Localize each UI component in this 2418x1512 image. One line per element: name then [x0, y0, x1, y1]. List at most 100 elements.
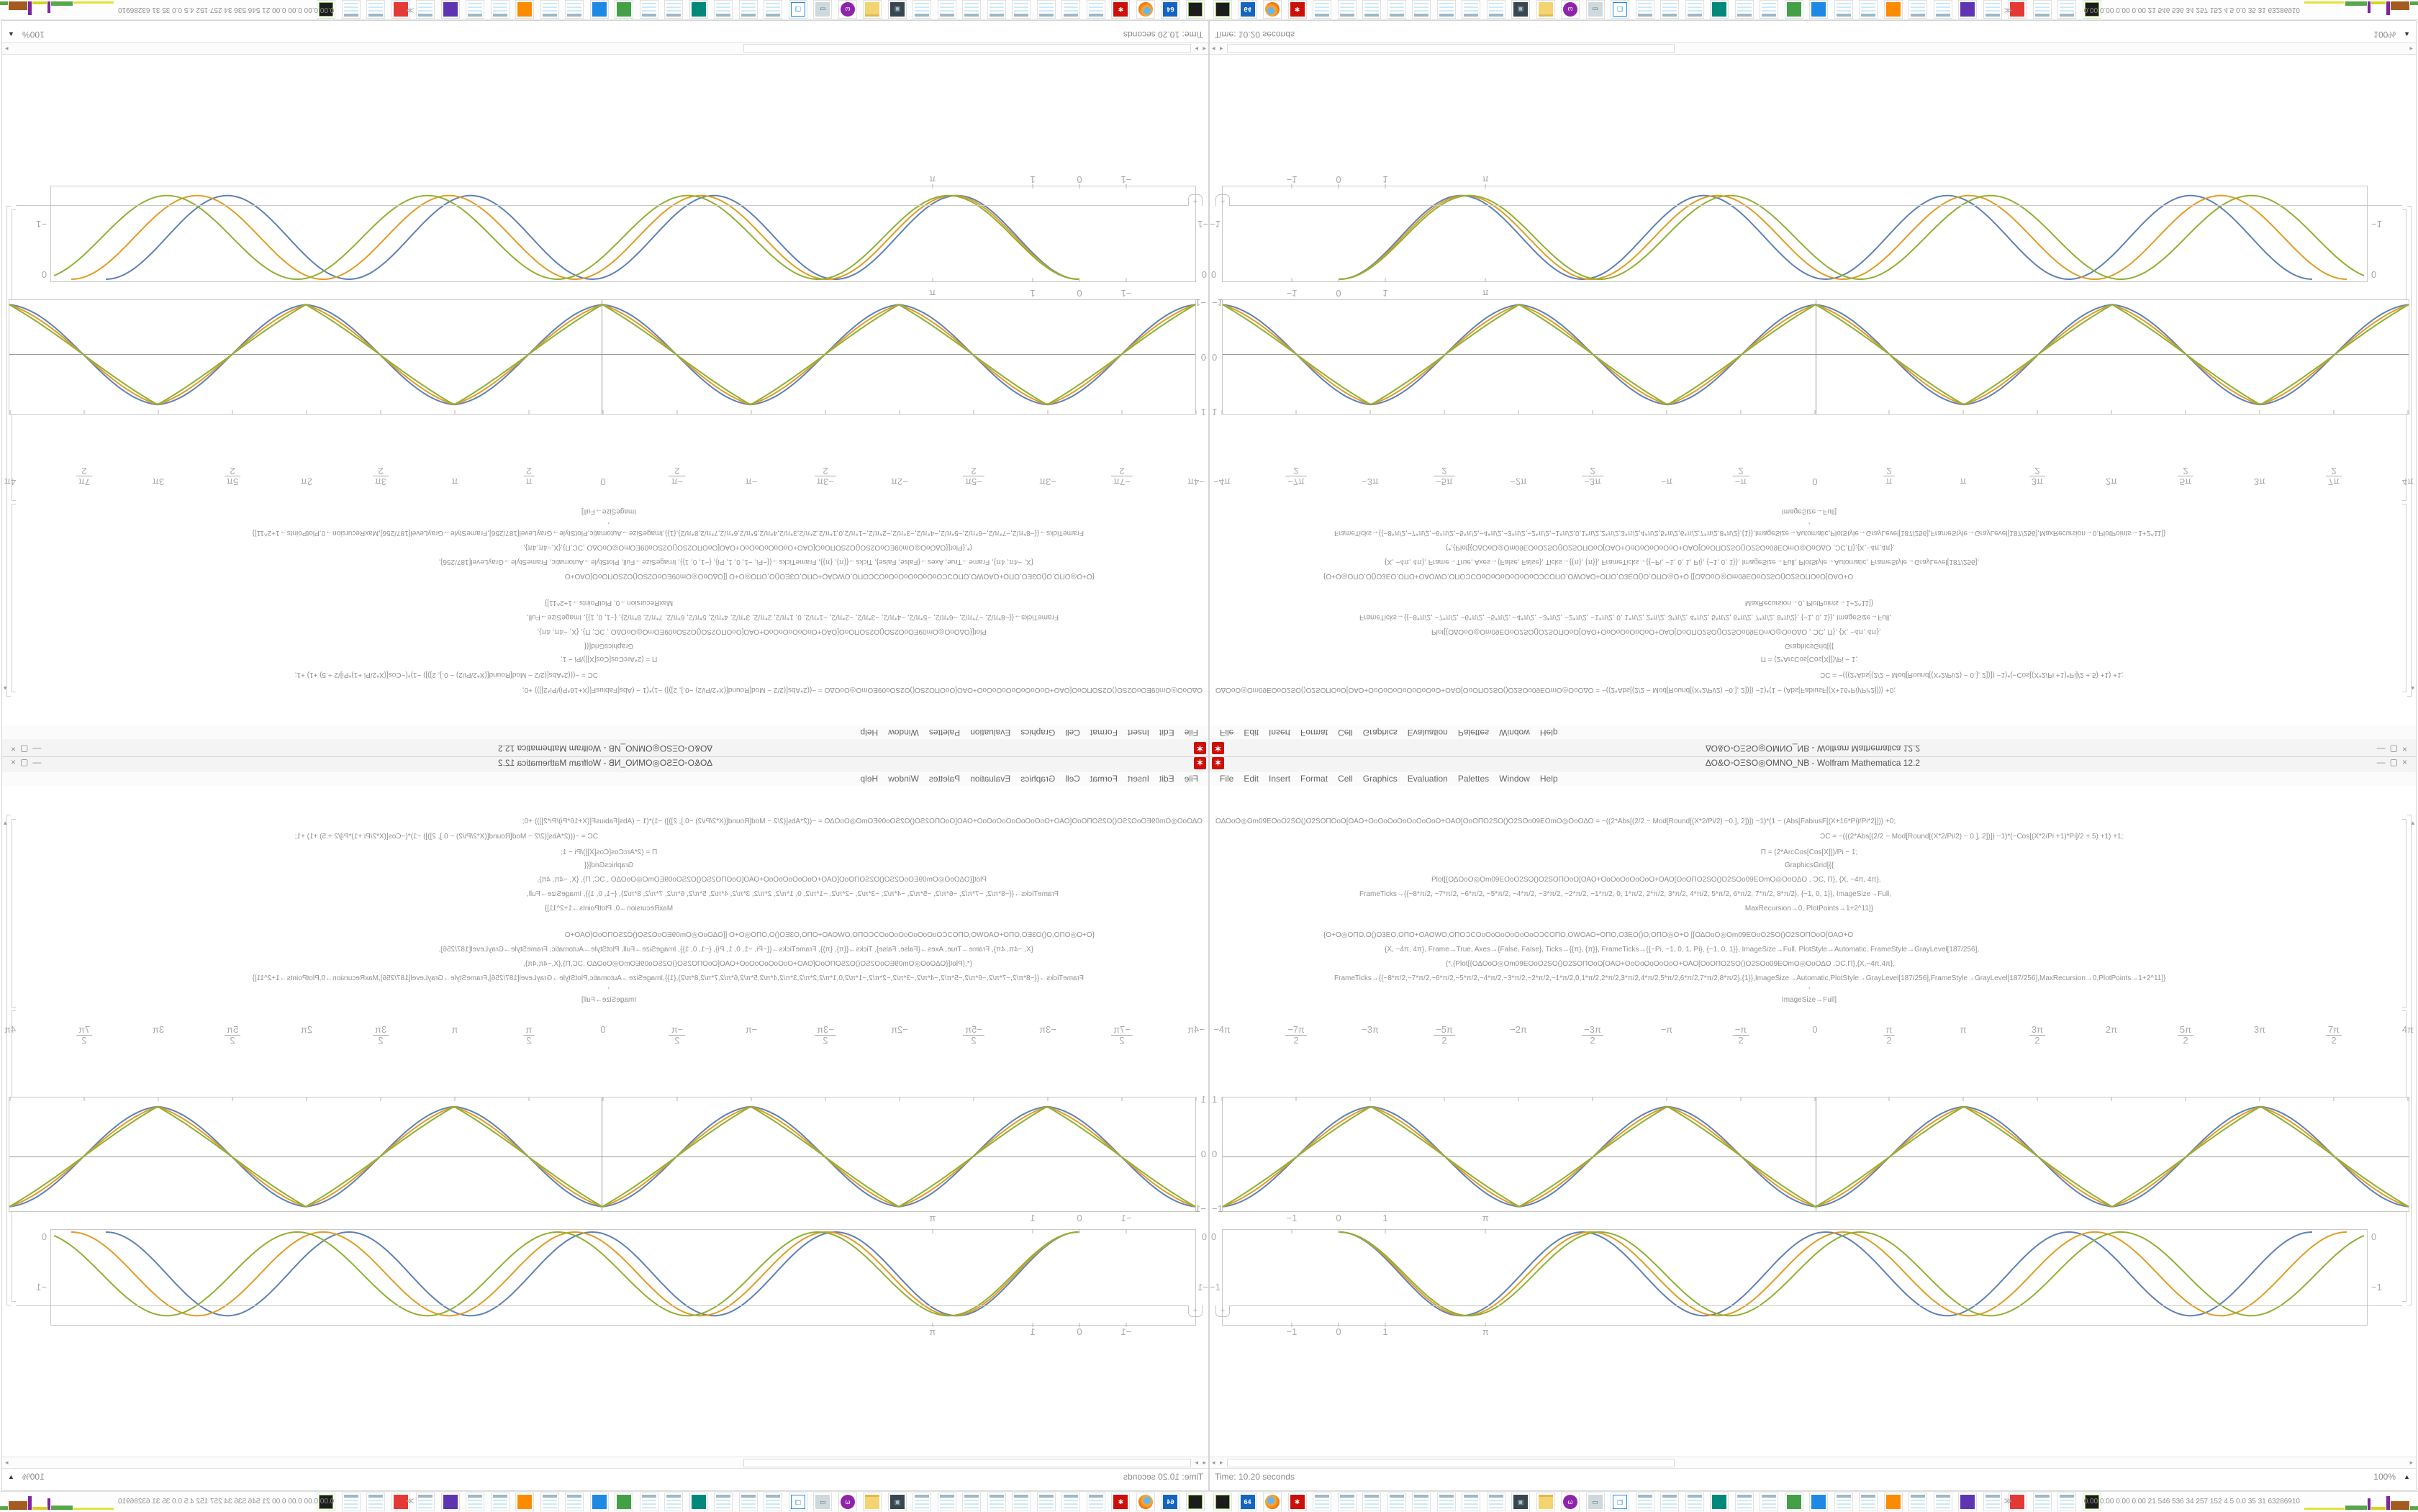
taskbar-button[interactable]	[2008, 1493, 2027, 1511]
taskbar-button[interactable]	[1313, 1493, 1331, 1511]
taskbar-button[interactable]	[664, 0, 684, 19]
taskbar-button[interactable]: ▭	[1585, 0, 1605, 19]
code-line[interactable]: FrameTicks→{{−8*π/2, −7*π/2, −6*π/2, −5*…	[526, 613, 1059, 621]
taskbar-button[interactable]	[1834, 1493, 1853, 1511]
taskbar-button[interactable]	[1933, 0, 1952, 19]
taskbar-button[interactable]: ▭	[1585, 1493, 1605, 1511]
code-line[interactable]: MaxRecursion→0, PlotPoints→1+2^11]}	[1744, 599, 1874, 607]
code-line[interactable]: Plot[{ΟΔΟοΟ◎Οm09ΕΟοΟ2ЅΟ()Ο2ЅΟΠΟοΟ[ΟΑΟ+Οο…	[1431, 628, 1881, 635]
taskbar-button[interactable]: ✱	[1111, 0, 1131, 19]
taskbar-button[interactable]	[938, 0, 956, 19]
menu-bar[interactable]: File Edit Insert Format Cell Graphics Evaluati…	[1210, 725, 2416, 739]
scroll-left-icon[interactable]: ◂	[1212, 1459, 1215, 1466]
taskbar-button[interactable]	[1486, 1493, 1505, 1511]
code-line[interactable]: FrameTicks→{{−8*π/2,−7*π/2,−6*π/2,−5*π/2…	[1334, 974, 2166, 982]
code-line[interactable]: GraphicsGrid[{{	[584, 642, 634, 650]
taskbar-button[interactable]	[342, 0, 361, 19]
insert-cell-plus-icon[interactable]: +	[1215, 1305, 1230, 1317]
cell-bracket[interactable]	[2407, 815, 2412, 1305]
insert-cell-line[interactable]: +	[1215, 1305, 2404, 1317]
horizontal-scrollbar[interactable]: ◂ ▸ ▸	[2, 42, 1208, 55]
taskbar-button[interactable]	[1387, 0, 1406, 19]
scroll-right-icon[interactable]: ▸	[1220, 45, 1223, 53]
window-controls[interactable]: —▢×	[2377, 744, 2412, 754]
menu-item-evaluation[interactable]: Evaluation	[970, 728, 1011, 738]
window-controls[interactable]: —▢×	[2377, 757, 2412, 767]
taskbar-button[interactable]	[1362, 0, 1381, 19]
tray-chevron-icon[interactable]: ≫	[2003, 6, 2012, 14]
taskbar-button[interactable]	[1263, 0, 1282, 19]
scroll-up-icon[interactable]: ▴	[2411, 819, 2414, 826]
taskbar-button[interactable]	[764, 0, 783, 19]
scroll-left-icon[interactable]: ◂	[1203, 45, 1206, 53]
menu-item-graphics[interactable]: Graphics	[1362, 728, 1398, 738]
taskbar-button[interactable]: ω	[1561, 0, 1580, 19]
menu-bar[interactable]: File Edit Insert Format Cell Graphics Evaluati…	[1210, 772, 2416, 786]
taskbar-button[interactable]	[714, 0, 733, 19]
insert-cell-plus-icon[interactable]: +	[1215, 194, 1230, 206]
scroll-right-icon[interactable]: ▸	[5, 45, 9, 53]
code-line[interactable]: Π = (2*ArcCos[Cos[X]])/Pi − 1;	[560, 655, 658, 663]
close-button[interactable]: ×	[2401, 757, 2412, 767]
menu-item-insert[interactable]: Insert	[1269, 728, 1291, 738]
taskbar-button[interactable]	[1958, 1493, 1977, 1511]
menu-item-edit[interactable]: Edit	[1244, 728, 1259, 738]
menu-item-help[interactable]: Help	[1539, 728, 1558, 738]
menu-item-palettes[interactable]: Palettes	[1457, 774, 1490, 784]
scroll-right-icon[interactable]: ▸	[2409, 1459, 2413, 1466]
menu-item-palettes[interactable]: Palettes	[1457, 728, 1490, 738]
minimize-button[interactable]: —	[28, 744, 42, 754]
scroll-left-icon[interactable]: ◂	[1212, 45, 1215, 53]
taskbar-button[interactable]	[987, 0, 1006, 19]
menu-item-format[interactable]: Format	[1300, 774, 1328, 784]
menu-item-format[interactable]: Format	[1300, 728, 1328, 738]
taskbar-button[interactable]	[913, 0, 932, 19]
taskbar-button[interactable]	[1908, 1493, 1927, 1511]
taskbar-button[interactable]	[1387, 1493, 1406, 1511]
magnification-value[interactable]: 100%	[22, 30, 45, 40]
taskbar-button[interactable]	[1859, 1493, 1878, 1511]
magnification-dropdown-icon[interactable]: ▲	[2404, 1473, 2410, 1480]
cell-bracket[interactable]	[2402, 819, 2406, 1008]
taskbar-button[interactable]	[1685, 0, 1704, 19]
code-line[interactable]: (*,{Plot[{ΟΔΟοΟ◎Οm09ΕΟοΟ2ЅΟ()Ο2ЅΟΠΟοΟ[ΟΑ…	[1446, 960, 1896, 968]
taskbar-button[interactable]	[1760, 0, 1778, 19]
menu-item-cell[interactable]: Cell	[1065, 728, 1080, 738]
insert-cell-plus-icon[interactable]: +	[1188, 194, 1203, 206]
scrollbar-thumb[interactable]	[1227, 44, 1675, 53]
taskbar-button[interactable]: ❒	[1611, 0, 1629, 19]
taskbar-button[interactable]: ω	[1561, 1493, 1580, 1511]
code-line[interactable]: {X, −4π, 4π}, Frame→True, Axes→{False, F…	[1385, 946, 1980, 954]
insert-cell-line[interactable]: +	[1215, 194, 2404, 206]
taskbar-button[interactable]	[366, 0, 386, 19]
code-line[interactable]: FrameTicks→{{−8*π/2, −7*π/2, −6*π/2, −5*…	[1359, 890, 1892, 898]
title-bar[interactable]: ✶ ΔΟ&Ο◦ΟΞЅΟ◎ΟΜΝΟ_NB - Wolfram Mathematic…	[1210, 738, 2416, 756]
taskbar-button[interactable]	[1136, 0, 1155, 19]
tray-chevron-icon[interactable]: ≫	[406, 6, 415, 14]
menu-item-window[interactable]: Window	[1499, 728, 1530, 738]
code-line[interactable]: ΟΔΟοΟ◎Οm09ΕΟοΟ2ЅΟ()Ο2ЅΟΠΟοΟ[ΟΑΟ+ΟοΟοΟοΟο…	[1215, 686, 1896, 694]
taskbar-button[interactable]	[1536, 0, 1555, 19]
taskbar-button[interactable]	[1859, 0, 1878, 19]
menu-item-help[interactable]: Help	[860, 728, 879, 738]
taskbar-button[interactable]	[1213, 0, 1232, 19]
taskbar-button[interactable]: 64	[1161, 0, 1180, 19]
taskbar-button[interactable]: ✱	[1287, 0, 1307, 19]
code-line[interactable]: ƆC = −(((2*Abs[(2/2 − Mod[Round[(X*2/Pi/…	[294, 671, 598, 679]
taskbar-button[interactable]	[416, 0, 435, 19]
horizontal-scrollbar[interactable]: ◂ ▸ ▸	[1210, 1457, 2416, 1469]
scroll-up-icon[interactable]: ▴	[2411, 685, 2414, 692]
code-line[interactable]: {Ο+Ο◎ΟΠΟ,Ο()Ο3ΕΟ,ΟΠΟ+ΟΑΟWΟ,ΟΠΟƆϹΟοΟοΟοΟο…	[1323, 572, 1854, 580]
magnification-value[interactable]: 100%	[2373, 30, 2396, 40]
code-line[interactable]: MaxRecursion→0, PlotPoints→1+2^11]}	[1744, 905, 1874, 913]
scroll-right-icon[interactable]: ▸	[1195, 45, 1198, 53]
taskbar-button[interactable]	[1536, 1493, 1555, 1511]
taskbar-button[interactable]	[1983, 1493, 2002, 1511]
taskbar-button[interactable]	[689, 0, 708, 19]
code-line[interactable]: FrameTicks→{{−8*π/2, −7*π/2, −6*π/2, −5*…	[1359, 613, 1892, 621]
code-line[interactable]: ƆC = −(((2*Abs[(2/2 − Mod[Round[(X*2/Pi/…	[1820, 833, 2124, 841]
code-line[interactable]: Π = (2*ArcCos[Cos[X]])/Pi − 1;	[1760, 655, 1858, 663]
taskbar-button[interactable]	[1883, 0, 1903, 19]
menu-item-help[interactable]: Help	[1539, 774, 1558, 784]
taskbar-button[interactable]	[1734, 0, 1754, 19]
